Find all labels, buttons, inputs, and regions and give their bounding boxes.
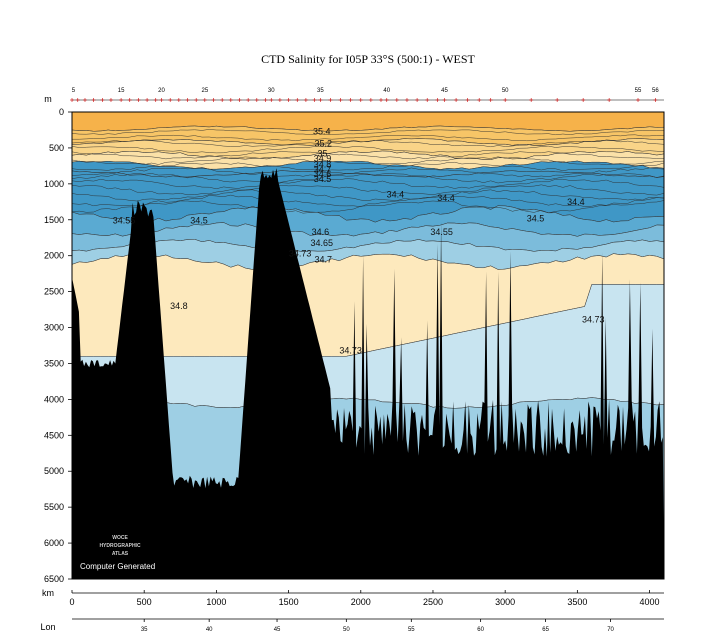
lon-tick-label: 65	[542, 627, 549, 633]
lon-tick-label: 35	[141, 627, 148, 633]
axes: 0500100015002000250030003500400045005000…	[40, 88, 665, 633]
contour-label: 34.73	[289, 249, 312, 259]
contour-label: 35.2	[314, 139, 332, 149]
woce-logo-text: WOCE	[112, 535, 128, 541]
station-label: 56	[652, 88, 659, 94]
contour-label: 34.73	[339, 346, 362, 356]
x-tick-label: 3000	[495, 597, 515, 607]
woce-logo-text: ATLAS	[112, 551, 129, 557]
x-tick-label: 3500	[567, 597, 587, 607]
station-label: 15	[118, 88, 125, 94]
salinity-isoline	[72, 172, 664, 184]
station-label: 50	[502, 88, 509, 94]
lon-tick-label: 40	[206, 627, 213, 633]
chart-title: CTD Salinity for I05P 33°S (500:1) - WES…	[261, 52, 475, 66]
y-tick-label: 5000	[44, 466, 64, 476]
plot-area	[72, 112, 664, 579]
salinity-isoline	[72, 129, 664, 136]
credit-overlay: WOCE HYDROGRAPHIC ATLAS Computer Generated	[80, 535, 155, 571]
x-tick-label: 1000	[206, 597, 226, 607]
lon-axis-label: Lon	[40, 622, 55, 632]
y-tick-label: 3000	[44, 323, 64, 333]
x-tick-label: 4000	[640, 597, 660, 607]
salinity-isoline	[72, 200, 664, 214]
contour-label: 34.73	[582, 315, 605, 325]
y-tick-label: 5500	[44, 502, 64, 512]
x-tick-label: 0	[69, 597, 74, 607]
x-tick-label: 2500	[423, 597, 443, 607]
contour-label: 34.4	[567, 197, 585, 207]
contour-label: 34.65	[311, 238, 334, 248]
contour-label: 34.8	[170, 301, 188, 311]
contour-label: 35.4	[313, 126, 331, 136]
salinity-isoline	[72, 134, 664, 142]
salinity-isoline	[72, 151, 664, 160]
contour-label: 34.55	[430, 227, 453, 237]
station-label: 35	[317, 88, 324, 94]
salinity-isoline	[72, 178, 664, 190]
salinity-isoline	[72, 145, 664, 154]
y-tick-label: 2000	[44, 251, 64, 261]
y-tick-label: 1000	[44, 179, 64, 189]
contour-label: 34.4	[437, 193, 455, 203]
contour-label: 34.7	[314, 164, 332, 174]
salinity-isoline	[72, 156, 664, 166]
station-label: 45	[441, 88, 448, 94]
contour-label: 34.5	[314, 174, 332, 184]
lon-tick-label: 60	[477, 627, 484, 633]
station-label: 20	[158, 88, 165, 94]
x-tick-label: 500	[137, 597, 152, 607]
salinity-isoline	[72, 161, 664, 172]
lon-tick-label: 55	[408, 627, 415, 633]
contour-label: 34.5	[527, 213, 545, 223]
y-tick-label: 3500	[44, 358, 64, 368]
contour-label: 34.5	[190, 215, 208, 225]
credit-text: Computer Generated	[80, 562, 155, 571]
y-tick-label: 4500	[44, 430, 64, 440]
salinity-isoline	[72, 184, 664, 196]
y-tick-label: 6000	[44, 538, 64, 548]
lon-tick-label: 50	[343, 627, 350, 633]
contour-label: 34.8	[314, 159, 332, 169]
station-label: 40	[383, 88, 390, 94]
contour-label: 34.4	[387, 190, 405, 200]
woce-logo-text: HYDROGRAPHIC	[99, 543, 141, 549]
station-label: 55	[635, 88, 642, 94]
salinity-isoline	[72, 189, 664, 202]
station-label: 5	[72, 88, 76, 94]
y-axis-label: m	[44, 94, 52, 104]
x-axis-label: km	[42, 588, 54, 598]
salinity-isoline	[72, 194, 664, 207]
lon-tick-label: 45	[274, 627, 281, 633]
y-tick-label: 0	[59, 107, 64, 117]
x-tick-label: 2000	[351, 597, 371, 607]
salinity-isoline	[72, 167, 664, 178]
contour-label: 34.6	[312, 227, 330, 237]
contour-label: 34.55	[113, 215, 136, 225]
seafloor-bathymetry	[72, 168, 664, 579]
station-label: 30	[268, 88, 275, 94]
y-tick-label: 1500	[44, 215, 64, 225]
y-tick-label: 6500	[44, 574, 64, 584]
contour-label: 34.6	[314, 169, 332, 179]
salinity-isoline	[72, 140, 664, 148]
contour-label: 35	[318, 149, 328, 159]
y-tick-label: 4000	[44, 394, 64, 404]
contour-label: 34.9	[314, 154, 332, 164]
y-tick-label: 500	[49, 143, 64, 153]
x-tick-label: 1500	[279, 597, 299, 607]
station-label: 25	[201, 88, 208, 94]
plot-frame	[71, 111, 665, 580]
contour-label: 34.7	[314, 254, 332, 264]
lon-tick-label: 70	[607, 627, 614, 633]
y-tick-label: 2500	[44, 287, 64, 297]
